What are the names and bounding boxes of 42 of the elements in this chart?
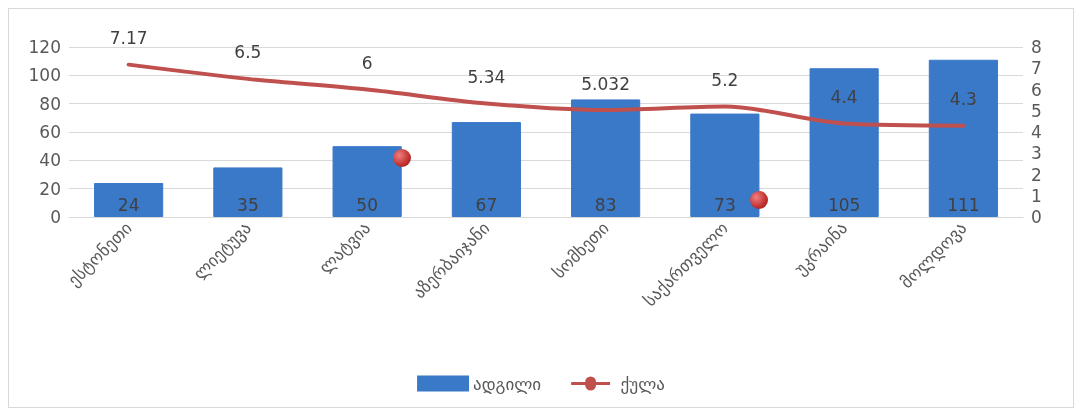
bar	[94, 183, 164, 217]
y-tick-label: 0	[50, 207, 61, 227]
bar	[451, 122, 521, 217]
data-label: 83	[594, 194, 617, 215]
y2-tick-label: 2	[1031, 164, 1042, 185]
y2-tick-label: 7	[1031, 58, 1042, 79]
data-label: 4.4	[830, 87, 858, 107]
data-label: 6.5	[234, 42, 262, 63]
y-tick-label: 20	[39, 178, 61, 199]
y-tick-label: 100	[28, 65, 61, 86]
y2-tick-label: 5	[1031, 100, 1042, 121]
data-label: 5.34	[467, 67, 506, 88]
data-label: 35	[237, 194, 259, 215]
y2-tick-label: 4	[1031, 122, 1042, 142]
data-label: 6	[361, 53, 373, 73]
data-label: 73	[714, 194, 736, 215]
data-label: 50	[356, 194, 378, 215]
data-label: 5.032	[581, 73, 630, 94]
data-label: 105	[827, 194, 861, 215]
data-label: 111	[947, 194, 980, 215]
y-tick-label: 80	[39, 93, 61, 114]
y-tick-label: 40	[39, 150, 61, 171]
data-label: 5.2	[711, 70, 739, 90]
y2-tick-label: 3	[1031, 143, 1042, 164]
y2-tick-label: 8	[1031, 37, 1042, 57]
bar	[809, 68, 879, 217]
y-tick-label: 120	[28, 37, 61, 57]
bar	[332, 146, 402, 217]
data-label: 4.3	[949, 89, 977, 110]
bar	[571, 99, 641, 217]
y2-tick-label: 6	[1031, 79, 1042, 100]
y2-tick-label: 0	[1031, 207, 1042, 227]
y2-tick-label: 1	[1031, 185, 1042, 206]
bar	[690, 113, 760, 217]
legend-label: ადგილი	[473, 373, 542, 394]
data-label: 67	[475, 194, 498, 215]
legend-label: ქულა	[620, 373, 665, 394]
bar	[213, 167, 283, 217]
bar	[928, 59, 998, 217]
y-tick-label: 60	[39, 122, 61, 142]
data-label: 24	[117, 194, 140, 215]
data-label: 7.17	[109, 28, 148, 49]
